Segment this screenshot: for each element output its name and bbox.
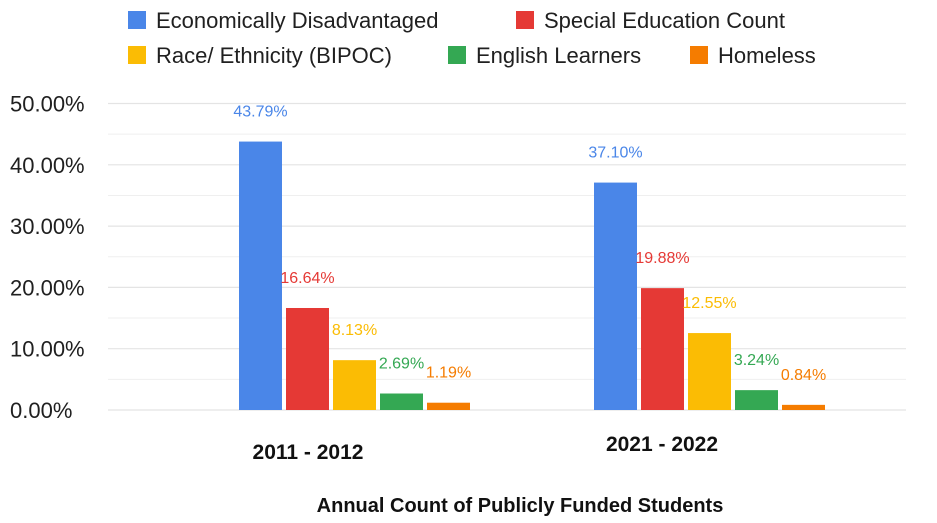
legend: Economically Disadvantaged Special Educat… (128, 8, 816, 68)
y-tick-label: 30.00% (10, 214, 85, 239)
data-labels-layer: 43.79% 16.64% 8.13%2.69%1.19% 37.10% 19.88% 1… (233, 104, 826, 384)
y-tick-label: 0.00% (10, 398, 72, 423)
data-label: 3.24% (734, 352, 779, 369)
legend-label: Economically Disadvantaged (156, 8, 439, 33)
data-label: 37.10% (588, 145, 642, 162)
legend-item: Homeless (690, 43, 816, 68)
legend-swatch (448, 46, 466, 64)
grid-layer (108, 102, 906, 411)
legend-swatch (690, 46, 708, 64)
bar (286, 307, 329, 410)
bar (427, 402, 470, 410)
bar (239, 141, 282, 410)
y-tick-label: 10.00% (10, 337, 85, 362)
category-label: 2011 - 2012 (253, 441, 364, 464)
bar (735, 390, 778, 410)
legend-swatch (128, 46, 146, 64)
y-tick-label: 50.00% (10, 92, 85, 117)
data-label: 12.55% (682, 295, 736, 312)
bar (594, 182, 637, 410)
legend-swatch (128, 11, 146, 29)
bar (641, 288, 684, 410)
legend-label: Race/ Ethnicity (BIPOC) (156, 43, 392, 68)
bar (688, 333, 731, 410)
legend-swatch (516, 11, 534, 29)
legend-item: Economically Disadvantaged (128, 8, 439, 33)
data-label: 16.64% (280, 270, 334, 287)
x-axis-title: Annual Count of Publicly Funded Students (317, 495, 724, 517)
legend-item: English Learners (448, 43, 641, 68)
data-label: 43.79% (233, 104, 287, 121)
y-axis-ticks: 0.00% 10.00% 20.00% 30.00% 40.00% 50.00% (10, 92, 85, 424)
bar (782, 404, 825, 410)
data-label: 19.88% (635, 250, 689, 267)
bar (380, 393, 423, 410)
category-labels-layer: 2011 - 2012 2021 - 2022 (253, 433, 719, 464)
data-label: 0.84% (781, 367, 826, 384)
legend-label: Homeless (718, 43, 816, 68)
legend-label: Special Education Count (544, 8, 785, 33)
data-label: 1.19% (426, 365, 471, 382)
legend-item: Race/ Ethnicity (BIPOC) (128, 43, 392, 68)
category-label: 2021 - 2022 (606, 433, 718, 456)
data-label: 2.69% (379, 356, 424, 373)
data-label: 8.13% (332, 322, 377, 339)
bars-layer (239, 141, 825, 410)
legend-item: Special Education Count (516, 8, 785, 33)
y-tick-label: 40.00% (10, 153, 85, 178)
legend-label: English Learners (476, 43, 641, 68)
bar (333, 360, 376, 410)
y-tick-label: 20.00% (10, 275, 85, 300)
